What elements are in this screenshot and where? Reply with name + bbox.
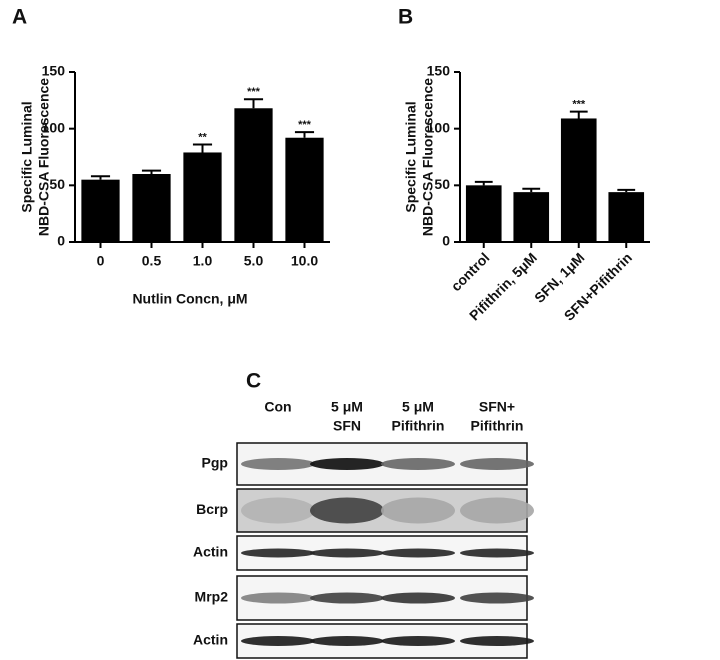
blot-band [460, 636, 534, 646]
error-bar [474, 180, 493, 186]
blot-band [241, 458, 315, 470]
lane-label: Con [264, 399, 291, 415]
bar [285, 137, 324, 242]
blot-band [310, 458, 384, 470]
bar [81, 179, 120, 242]
error-bar [522, 187, 541, 193]
lane-label: SFN+ [479, 399, 515, 415]
error-bar [90, 175, 111, 180]
error-bar [192, 143, 213, 153]
error-bar [294, 131, 315, 138]
row-label: Mrp2 [195, 589, 229, 605]
bar [513, 192, 550, 242]
y-tick-label: 50 [434, 176, 450, 192]
y-tick-label: 100 [427, 119, 451, 135]
error-bar [617, 188, 636, 193]
lane-label: SFN [333, 418, 361, 434]
error-bar [243, 98, 264, 109]
y-tick-label: 0 [57, 233, 65, 249]
y-axis-label: NBD-CSA Fluorescence [36, 78, 52, 236]
blot-band [460, 592, 534, 604]
x-axis-label: Nutlin Concn, μM [132, 291, 247, 307]
y-axis-label: NBD-CSA Fluorescence [420, 78, 436, 236]
panel-label: B [398, 6, 413, 29]
bar [560, 118, 597, 242]
y-tick-label: 150 [427, 63, 451, 79]
blot-band [310, 548, 384, 558]
row-label: Pgp [202, 455, 228, 471]
panel-label: A [12, 6, 27, 29]
bar [234, 108, 273, 243]
x-tick-label: 0 [97, 253, 105, 269]
blot-band [381, 592, 455, 604]
row-label: Bcrp [196, 501, 228, 517]
y-axis-label: Specific Luminal [19, 101, 35, 212]
y-tick-label: 150 [42, 63, 66, 79]
blot-band [310, 497, 384, 524]
x-tick-label: 1.0 [193, 253, 213, 269]
row-label: Actin [193, 632, 228, 648]
lane-label: 5 μM [331, 399, 363, 415]
error-bar [141, 169, 162, 174]
significance-label: *** [247, 86, 261, 98]
y-tick-label: 100 [42, 119, 66, 135]
blot-band [460, 548, 534, 558]
blot-band [310, 636, 384, 646]
blot-band [460, 497, 534, 524]
error-bar [569, 110, 588, 119]
x-tick-label: 5.0 [244, 253, 264, 269]
blot-band [381, 548, 455, 558]
panel-label: C [246, 370, 261, 393]
lane-label: Pifithrin [392, 418, 445, 434]
blot-band [381, 458, 455, 470]
blot-band [241, 636, 315, 646]
blot-band [381, 636, 455, 646]
blot-band [381, 497, 455, 524]
bar [132, 174, 171, 242]
row-label: Actin [193, 544, 228, 560]
blot-band [241, 548, 315, 558]
blot-band [310, 592, 384, 604]
y-axis-label: Specific Luminal [403, 101, 419, 212]
blot-band [460, 458, 534, 470]
x-tick-label: 0.5 [142, 253, 162, 269]
bar [608, 192, 645, 242]
y-tick-label: 50 [49, 176, 65, 192]
significance-label: ** [198, 131, 207, 143]
x-tick-label: control [448, 249, 493, 294]
x-tick-label: 10.0 [291, 253, 318, 269]
significance-label: *** [298, 119, 312, 131]
blot-band [241, 592, 315, 604]
lane-label: 5 μM [402, 399, 434, 415]
y-tick-label: 0 [442, 233, 450, 249]
blot-band [241, 497, 315, 524]
significance-label: *** [572, 99, 586, 111]
bar [183, 152, 222, 242]
bar [465, 185, 502, 242]
lane-label: Pifithrin [471, 418, 524, 434]
